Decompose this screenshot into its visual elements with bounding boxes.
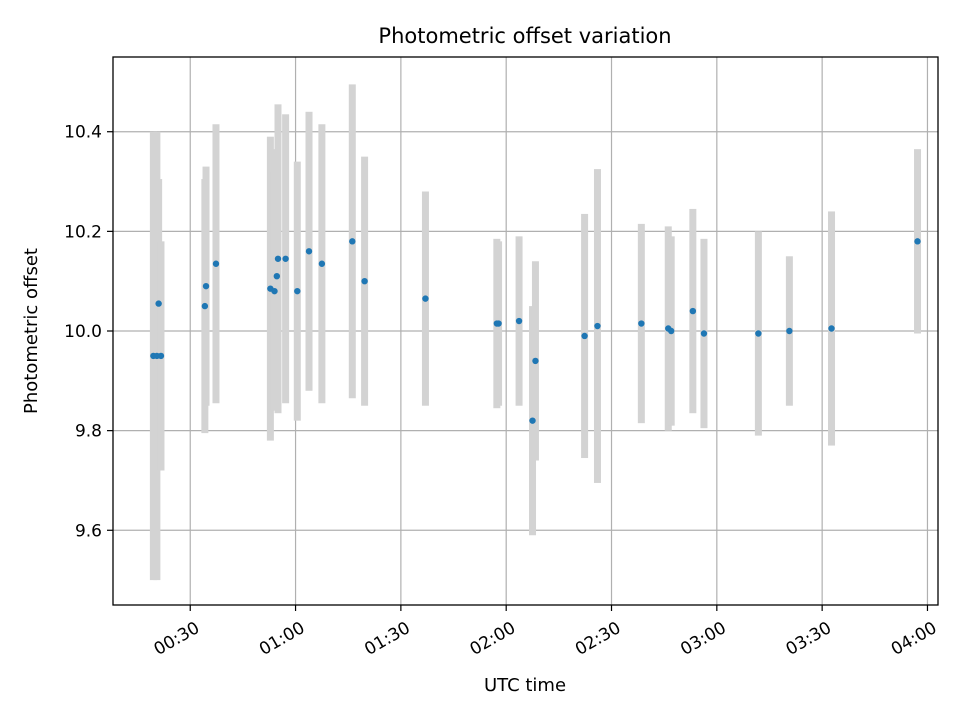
- x-tick-label: 00:30: [151, 618, 203, 660]
- y-tick-label: 9.8: [75, 422, 102, 442]
- data-point: [271, 287, 278, 295]
- data-point: [422, 295, 429, 302]
- data-point: [212, 260, 220, 267]
- x-tick-label: 03:00: [677, 618, 729, 660]
- data-point: [349, 238, 356, 245]
- data-point: [786, 327, 793, 335]
- data-point: [532, 357, 539, 365]
- data-point: [157, 352, 165, 360]
- x-tick-label: 03:30: [783, 618, 835, 660]
- y-tick-label: 9.6: [75, 521, 102, 541]
- data-point: [828, 325, 835, 332]
- data-point: [700, 330, 708, 337]
- x-tick-label: 02:00: [467, 618, 519, 660]
- x-tick-label: 01:00: [256, 618, 308, 660]
- data-point: [305, 248, 313, 255]
- data-point: [689, 307, 697, 315]
- chart-title: Photometric offset variation: [378, 24, 671, 48]
- y-tick-label: 10.4: [64, 123, 102, 143]
- data-point: [495, 320, 502, 327]
- data-point: [638, 320, 645, 327]
- data-point: [755, 330, 762, 337]
- data-point: [273, 273, 281, 280]
- data-point: [155, 300, 162, 307]
- data-point: [202, 282, 210, 290]
- data-point: [515, 317, 523, 325]
- x-axis-title: UTC time: [484, 675, 566, 696]
- data-point: [274, 255, 282, 262]
- x-tick-label: 04:00: [888, 618, 940, 660]
- y-tick-label: 10.2: [64, 222, 102, 242]
- point-layer: [150, 238, 921, 424]
- y-tick-label: 10.0: [64, 322, 102, 342]
- data-point: [914, 238, 921, 245]
- grid-layer: [113, 57, 938, 605]
- data-point: [594, 322, 601, 330]
- x-tick-label: 02:30: [572, 618, 624, 660]
- data-point: [667, 327, 675, 335]
- data-point: [201, 302, 209, 310]
- data-point: [361, 277, 368, 285]
- x-tick-label: 01:30: [361, 618, 413, 660]
- data-point: [529, 417, 536, 424]
- data-point: [282, 255, 289, 262]
- y-axis-title: Photometric offset: [21, 248, 42, 414]
- data-point: [294, 287, 301, 295]
- data-point: [581, 332, 588, 340]
- data-point: [318, 260, 326, 267]
